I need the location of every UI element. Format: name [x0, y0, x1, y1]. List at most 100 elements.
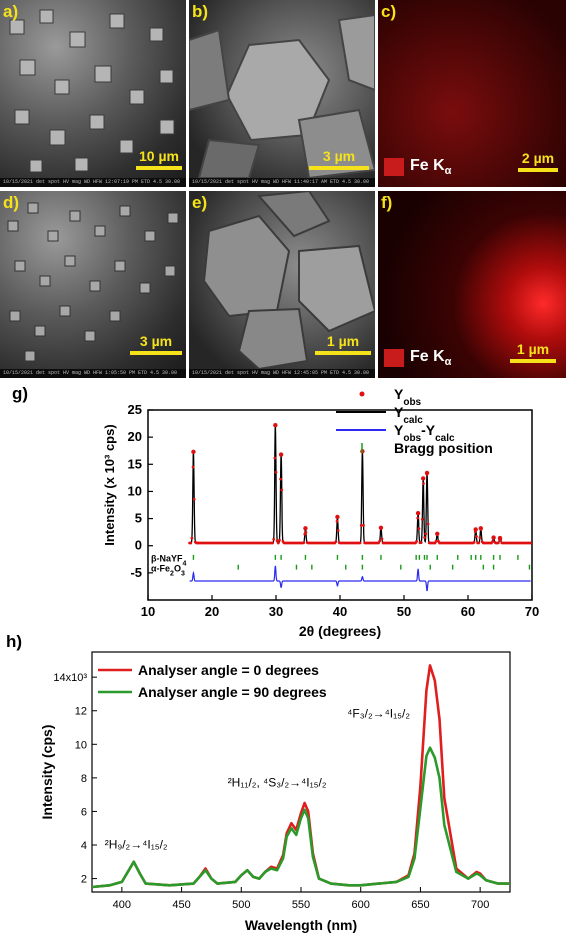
panel-label-d: d) — [3, 193, 20, 212]
scale-bar-d: 3 µm — [130, 333, 182, 355]
scale-bar-e: 1 µm — [315, 333, 371, 355]
legend-label-0: Analyser angle = 0 degrees — [138, 662, 319, 678]
sem-meta-b: 10/15/2021 det spot HV mag WD HFW 11:40:… — [189, 178, 375, 187]
scale-bar-c: 2 µm — [518, 150, 558, 172]
panel-label-h: h) — [6, 632, 23, 651]
transition-annotation-0: ²H₉/₂→⁴I₁₅/₂ — [105, 837, 168, 851]
plot-frame — [147, 409, 533, 601]
luminescence-spectrum-chart: 400 450 500 550 600 650 700 2 4 6 8 10 12 14x10³ Wavel… — [39, 651, 511, 933]
legend-label: Ycalc — [394, 404, 423, 426]
x-tick-label: 550 — [292, 899, 310, 911]
y-tick-label: 8 — [81, 773, 87, 785]
x-tick-label: 500 — [232, 899, 250, 911]
scale-text-f: 1 µm — [516, 341, 550, 357]
yobs-point — [434, 539, 438, 543]
legend-swatch-c — [384, 157, 404, 176]
y-tick-label: 6 — [81, 806, 87, 818]
panel-c: c) Fe Kα 2 µm — [378, 0, 566, 187]
legend-fe-k-c: Fe Kα — [384, 157, 451, 177]
yobs-peak-point — [303, 526, 308, 531]
yobs-point — [417, 527, 421, 531]
legend-marker-yobs — [359, 391, 365, 397]
scale-text-a: 10 µm — [139, 148, 179, 164]
y-tick-label: 5 — [135, 511, 142, 526]
panel-label-a: a) — [3, 2, 19, 21]
yobs-peak-point — [378, 525, 384, 530]
yobs-point — [190, 536, 194, 540]
legend-text-c: Fe Kα — [410, 156, 452, 177]
yobs-point — [335, 519, 339, 523]
x-tick-label: 600 — [352, 899, 370, 911]
yobs-point — [422, 482, 425, 485]
x-axis-label: 2θ (degrees) — [299, 623, 381, 639]
yobs-point — [334, 540, 338, 544]
yobs-point — [304, 531, 308, 534]
x-tick-label: 70 — [525, 604, 539, 619]
panel-label-c: c) — [381, 2, 397, 21]
y-tick-label: 20 — [128, 429, 142, 444]
panel-label-b: b) — [192, 2, 209, 21]
yobs-point — [380, 537, 384, 541]
y-tick-label: 25 — [128, 402, 142, 417]
x-tick-label: 450 — [172, 899, 190, 911]
scale-text-d: 3 µm — [139, 333, 173, 349]
yobs-point — [274, 470, 278, 474]
x-tick-label: 40 — [333, 604, 347, 619]
yobs-point — [359, 524, 363, 527]
y-tick-label: 10 — [128, 483, 142, 498]
yobs-peak-point — [424, 470, 430, 476]
y-tick-label: 4 — [81, 840, 87, 852]
panel-a: a) 10 µm 10/15/2021 det spot HV mag WD H… — [0, 0, 186, 187]
yobs-point — [358, 541, 362, 545]
legend-swatch-f — [384, 348, 404, 367]
x-tick-label: 50 — [397, 604, 411, 619]
sem-meta-e: 10/15/2021 det spot HV mag WD HFW 12:45:… — [189, 369, 375, 378]
yobs-point — [302, 541, 306, 545]
phase-label-fe2o3: α-Fe2O3 — [151, 563, 185, 577]
yobs-point — [278, 538, 281, 542]
legend-fe-k-f: Fe Kα — [384, 348, 451, 368]
yobs-point — [189, 541, 193, 545]
yobs-ycalc-diff-line — [189, 565, 531, 592]
yobs-peak-point — [497, 535, 503, 541]
yobs-peak-point — [335, 514, 340, 520]
transition-annotation-1: ²H₁₁/₂, ⁴S₃/₂→⁴I₁₅/₂ — [228, 775, 327, 789]
sem-meta-a: 10/15/2021 det spot HV mag WD HFW 12:07:… — [0, 178, 186, 187]
x-tick-label: 20 — [205, 604, 219, 619]
y-tick-label: 12 — [75, 706, 87, 718]
panel-label-f: f) — [381, 193, 393, 212]
legend-label: Bragg position — [394, 440, 493, 456]
yobs-point — [529, 541, 532, 545]
phase-label-nayf4: β-NaYF4 — [151, 554, 187, 568]
x-tick-label: 10 — [141, 604, 155, 619]
yobs-point — [272, 537, 276, 541]
yobs-point — [275, 539, 279, 543]
panel-d: d) 3 µm 10/15/2021 det spot HV mag WD HF… — [0, 191, 186, 378]
yobs-point — [416, 516, 420, 520]
legend-label-1: Analyser angle = 90 degrees — [138, 684, 327, 700]
sem-image-b — [189, 13, 375, 178]
y-tick-label: 2 — [81, 874, 87, 886]
yobs-point — [477, 541, 481, 545]
yobs-point — [423, 536, 427, 539]
yobs-peak-point — [415, 510, 421, 516]
yobs-point — [191, 465, 195, 469]
yobs-point — [424, 532, 428, 536]
yobs-point — [273, 456, 277, 460]
yobs-peak-point — [473, 527, 478, 532]
yobs-point — [478, 536, 482, 540]
yobs-point — [280, 488, 284, 492]
y-tick-label: 10 — [75, 739, 87, 751]
scale-bar-a: 10 µm — [136, 148, 182, 170]
yobs-point — [276, 541, 280, 545]
xrd-rietveld-chart: 10 20 30 40 50 60 70 -5 0 5 10 15 20 25 2θ (degrees) In… — [102, 386, 539, 639]
y-axis-label: Intensity (cps) — [39, 725, 55, 820]
yobs-peak-point — [273, 423, 278, 428]
y-tick-label: 14x10³ — [53, 672, 87, 684]
x-tick-label: 700 — [471, 899, 489, 911]
series-line-1 — [91, 746, 510, 889]
panel-label-e: e) — [192, 193, 208, 212]
sem-image-e — [202, 191, 375, 369]
yobs-point — [362, 524, 365, 527]
yobs-peak-point — [191, 449, 196, 454]
